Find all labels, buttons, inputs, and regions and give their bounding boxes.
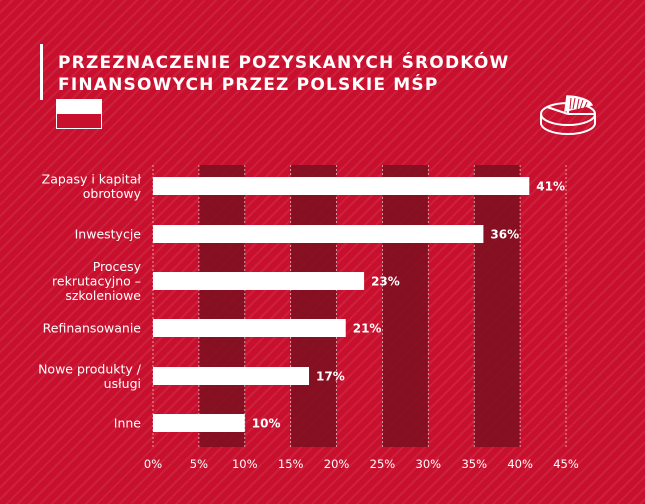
grid-band bbox=[474, 165, 521, 447]
x-tick-label: 30% bbox=[416, 457, 442, 471]
grid-band bbox=[198, 165, 245, 447]
bar-value-label: 23% bbox=[371, 275, 400, 289]
bar bbox=[153, 225, 484, 243]
category-label-line: Zapasy i kapitał bbox=[42, 171, 142, 186]
category-label-line: szkoleniowe bbox=[65, 288, 141, 303]
category-label-line: Inne bbox=[114, 416, 142, 431]
category-label-line: usługi bbox=[104, 376, 141, 391]
x-tick-label: 5% bbox=[190, 457, 208, 471]
category-label-line: Refinansowanie bbox=[43, 321, 142, 336]
x-tick-label: 35% bbox=[461, 457, 487, 471]
category-label: Zapasy i kapitał obrotowy bbox=[42, 171, 142, 201]
category-label-line: Procesy bbox=[93, 259, 142, 274]
x-tick-label: 25% bbox=[370, 457, 396, 471]
x-tick-label: 40% bbox=[507, 457, 533, 471]
category-label: Procesy rekrutacyjno – szkoleniowe bbox=[52, 259, 142, 303]
bar bbox=[153, 414, 245, 432]
x-tick-label: 0% bbox=[144, 457, 162, 471]
pie-chart-icon bbox=[540, 95, 596, 135]
bar bbox=[153, 367, 310, 385]
category-label-line: obrotowy bbox=[83, 186, 142, 201]
bar bbox=[153, 177, 530, 195]
x-tick-label: 15% bbox=[278, 457, 304, 471]
category-label-line: Nowe produkty / bbox=[38, 361, 142, 376]
category-label: Inwestycje bbox=[75, 227, 142, 242]
grid-band bbox=[382, 165, 429, 447]
bar bbox=[153, 319, 346, 337]
title-accent-bar bbox=[40, 44, 43, 100]
category-label: Refinansowanie bbox=[43, 321, 142, 336]
bar-value-label: 17% bbox=[316, 370, 345, 384]
bar-value-label: 36% bbox=[490, 228, 519, 242]
bar-value-label: 41% bbox=[536, 180, 565, 194]
chart-title: PRZEZNACZENIE POZYSKANYCH ŚRODKÓW FINANS… bbox=[58, 52, 528, 96]
grid-band bbox=[290, 165, 337, 447]
chart-title-line-1: PRZEZNACZENIE POZYSKANYCH ŚRODKÓW bbox=[58, 53, 510, 73]
category-label: Nowe produkty / usługi bbox=[38, 361, 142, 391]
bar-value-label: 10% bbox=[252, 417, 281, 431]
bar-value-label: 21% bbox=[353, 322, 382, 336]
category-label-line: Inwestycje bbox=[75, 227, 142, 242]
x-tick-label: 20% bbox=[324, 457, 350, 471]
x-tick-label: 45% bbox=[553, 457, 579, 471]
chart-title-line-2: FINANSOWYCH PRZEZ POLSKIE MŚP bbox=[58, 75, 439, 95]
category-label: Inne bbox=[114, 416, 142, 431]
poland-flag-icon bbox=[56, 99, 102, 129]
bar bbox=[153, 272, 365, 290]
category-label-line: rekrutacyjno – bbox=[52, 274, 141, 289]
x-tick-label: 10% bbox=[232, 457, 258, 471]
